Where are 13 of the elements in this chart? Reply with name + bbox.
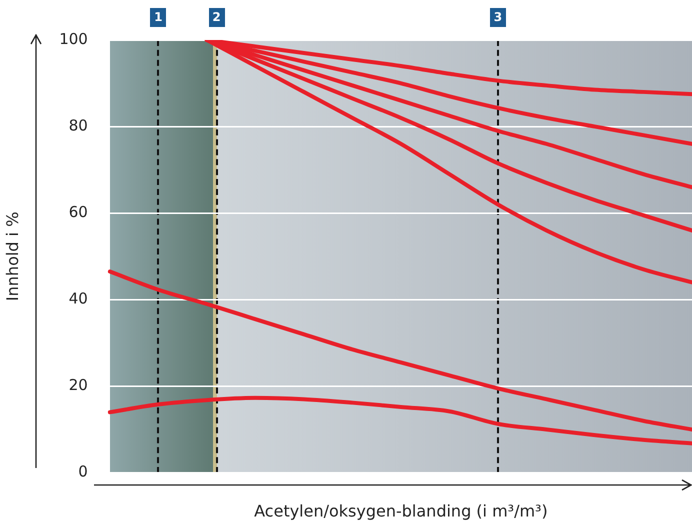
text: 2 <box>208 8 225 27</box>
y-tick-label: 100 <box>59 30 88 48</box>
y-tick-label: 0 <box>78 462 88 481</box>
y-axis-title: Innhold i % <box>2 212 22 302</box>
x-axis-title: Acetylen/oksygen-blanding (i m³/m³) <box>254 502 548 521</box>
text: 3 <box>490 8 506 27</box>
line-series <box>108 396 692 446</box>
y-tick-label: 80 <box>68 116 88 134</box>
y-tick-label: 20 <box>68 376 88 394</box>
line-series <box>108 270 692 432</box>
text: 1 <box>150 8 166 27</box>
y-tick-label: 60 <box>68 203 88 222</box>
y-tick-label: 40 <box>68 290 88 308</box>
